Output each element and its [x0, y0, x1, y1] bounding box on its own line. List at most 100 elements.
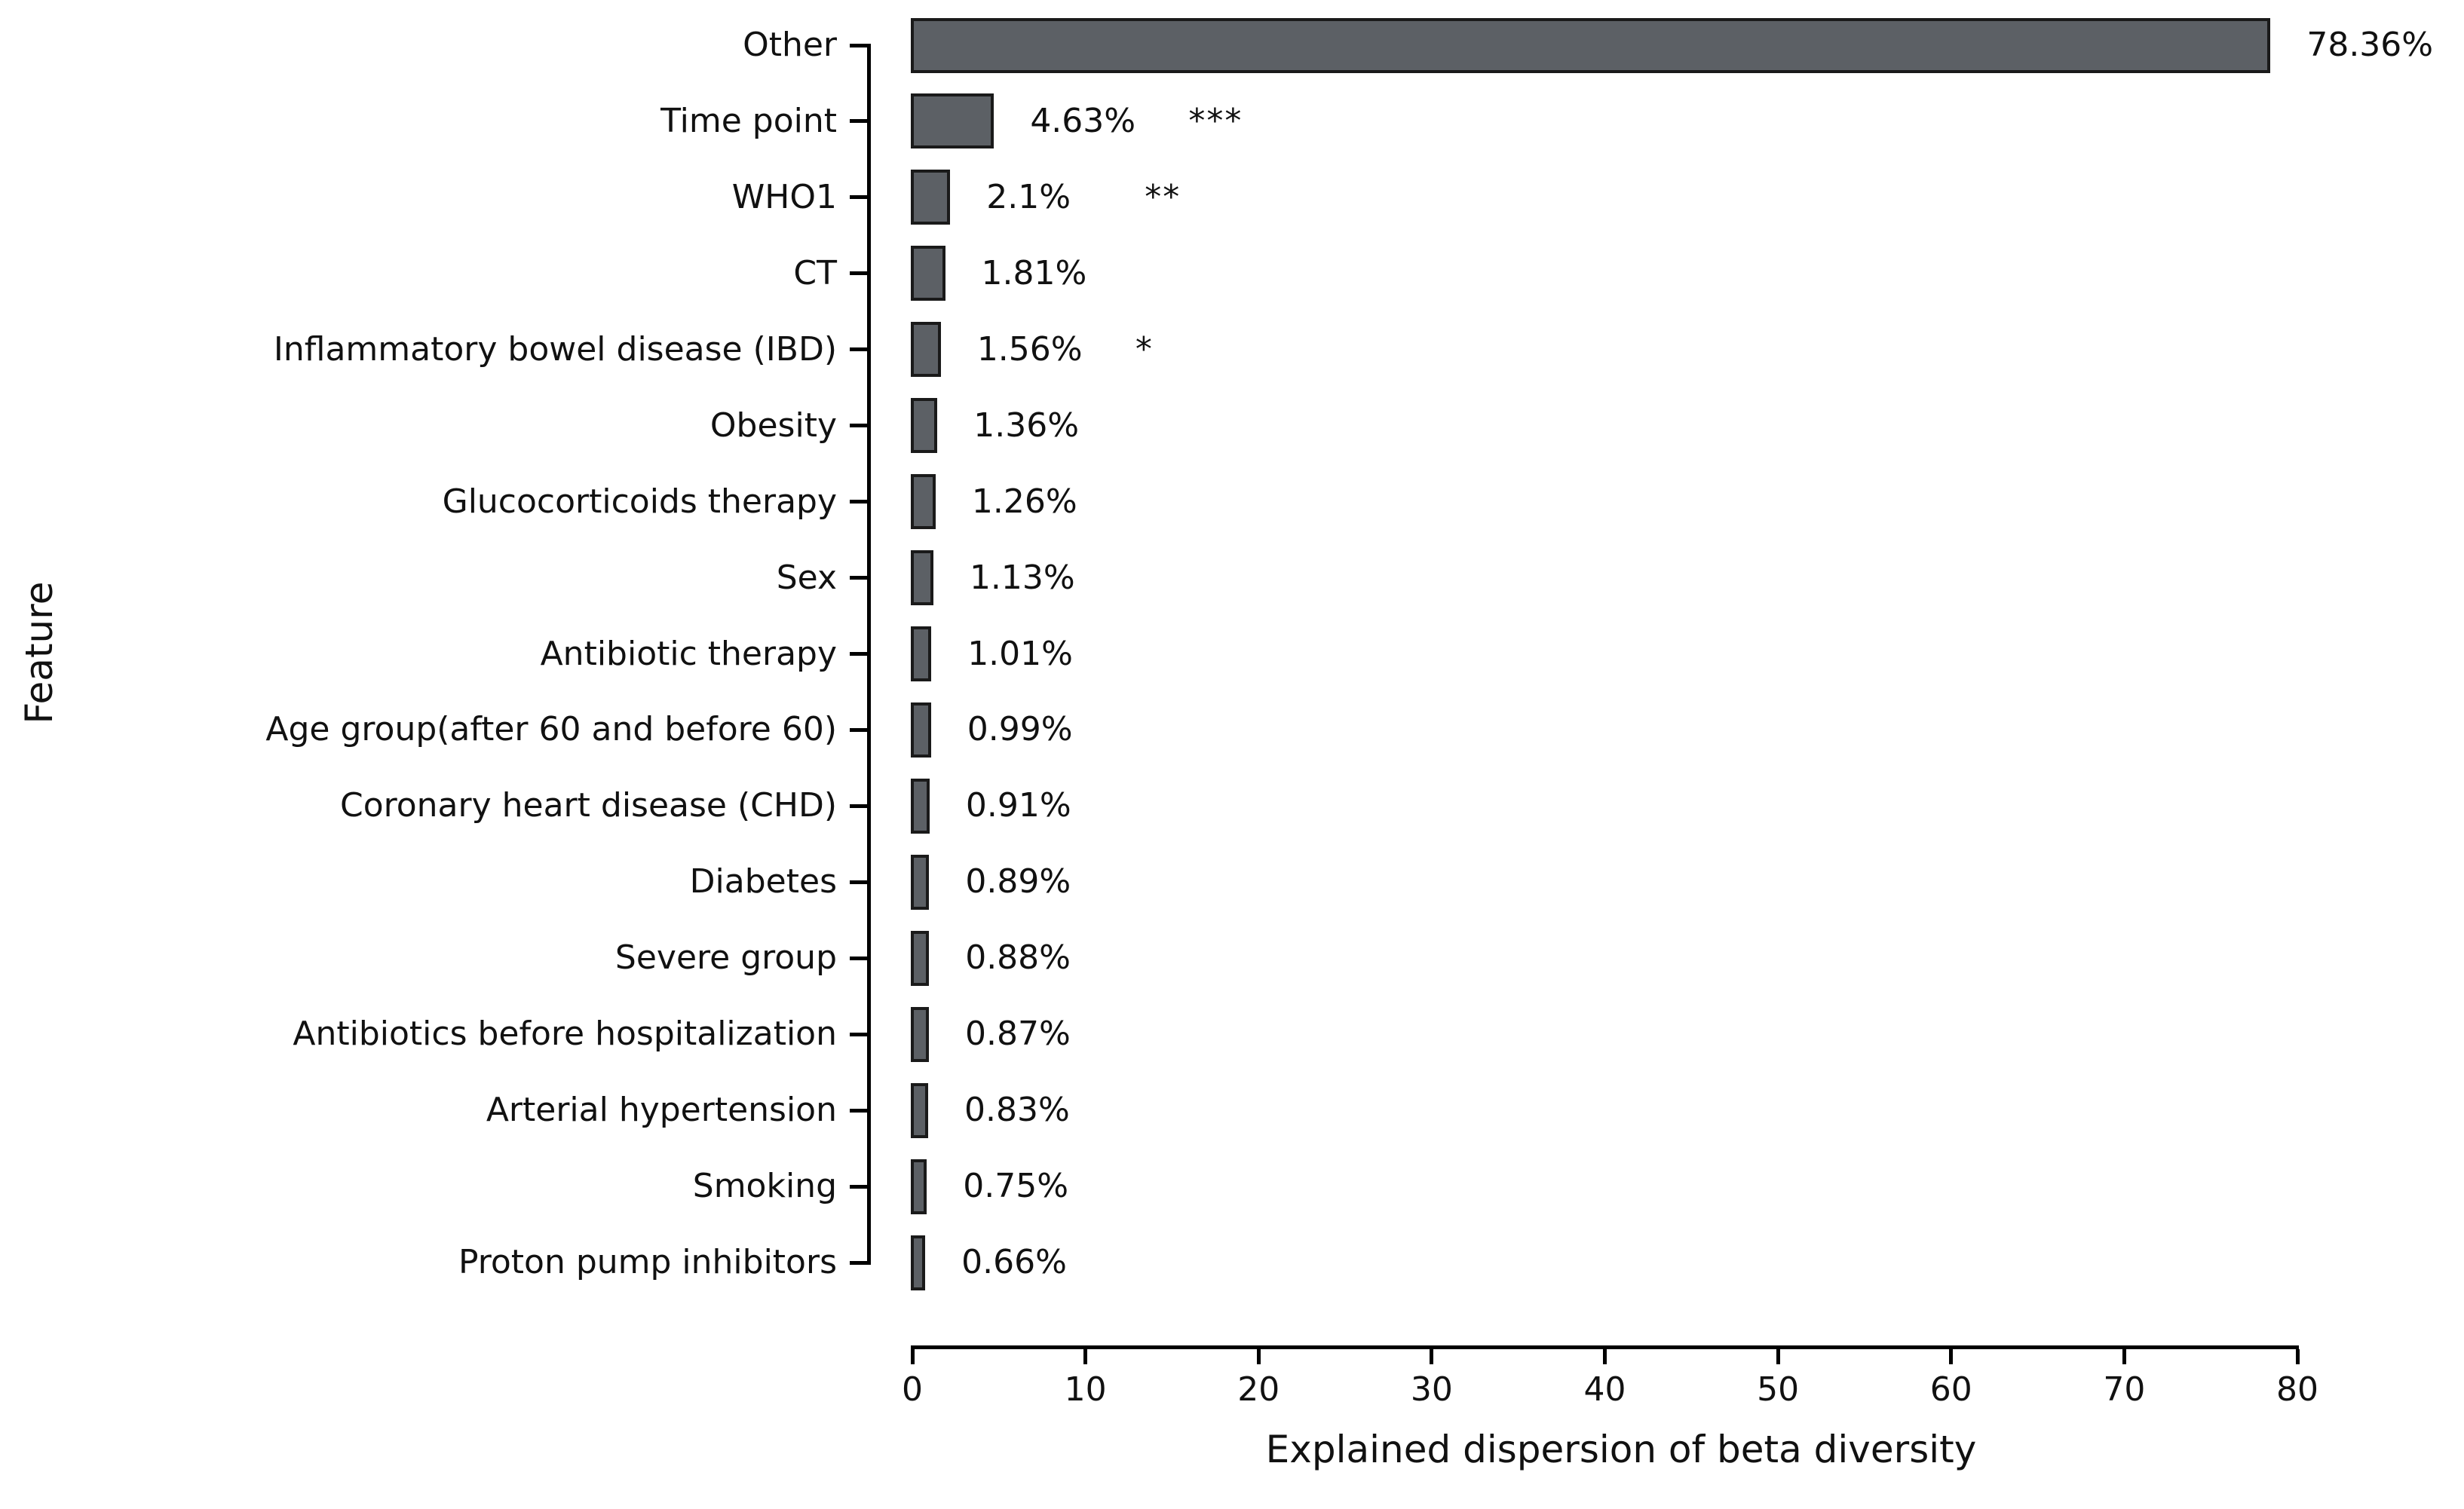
- x-axis-tick: [2295, 1349, 2300, 1364]
- bar: [911, 17, 2271, 73]
- value-label: 1.81%: [981, 253, 1087, 292]
- value-label: 1.56%: [976, 329, 1083, 369]
- x-axis-tick-label: 60: [1929, 1370, 1972, 1409]
- x-axis-tick-label: 0: [902, 1370, 923, 1409]
- y-axis-tick: [850, 1260, 867, 1265]
- y-axis-tick: [850, 271, 867, 276]
- category-label: Inflammatory bowel disease (IBD): [273, 329, 837, 369]
- value-label-group: 0.99%: [967, 713, 1073, 746]
- bar: [911, 93, 994, 149]
- value-label-group: 1.26%: [972, 485, 1077, 519]
- category-label: Proton pump inhibitors: [458, 1243, 837, 1281]
- y-axis-tick: [850, 43, 867, 47]
- y-axis-tick: [850, 803, 867, 808]
- x-axis-tick-label: 50: [1757, 1370, 1800, 1409]
- value-label: 1.36%: [973, 406, 1079, 445]
- category-label: Antibiotic therapy: [540, 634, 837, 673]
- value-label: 4.63%: [1030, 101, 1136, 140]
- x-axis-spine: [911, 1345, 2299, 1349]
- category-label: Time point: [660, 101, 837, 140]
- bar: [911, 550, 933, 606]
- value-label: 2.1%: [986, 177, 1071, 216]
- x-axis-tick: [910, 1349, 915, 1364]
- bar: [911, 854, 930, 910]
- value-label-group: 1.13%: [969, 558, 1075, 597]
- value-label-group: 0.75%: [963, 1170, 1068, 1203]
- y-axis-tick: [850, 347, 867, 352]
- x-axis-tick-label: 30: [1410, 1370, 1453, 1409]
- significance-label: **: [1145, 177, 1181, 216]
- bar: [911, 474, 936, 530]
- value-label: 0.99%: [967, 710, 1073, 749]
- x-axis-tick: [1430, 1349, 1434, 1364]
- value-label-group: 1.01%: [967, 634, 1073, 673]
- y-axis-tick: [850, 652, 867, 656]
- bar: [911, 1006, 929, 1062]
- y-axis-title: Feature: [17, 581, 61, 724]
- x-axis-tick-label: 20: [1237, 1370, 1280, 1409]
- category-label: Arterial hypertension: [486, 1091, 837, 1130]
- value-label-group: 4.63% ***: [1030, 101, 1241, 140]
- x-axis-tick: [1083, 1349, 1088, 1364]
- category-label: Smoking: [692, 1167, 837, 1206]
- y-axis-tick: [850, 956, 867, 960]
- y-axis-tick: [850, 119, 867, 124]
- category-label: Other: [743, 26, 837, 64]
- x-axis-tick-label: 70: [2103, 1370, 2146, 1409]
- bar: [911, 1235, 926, 1290]
- x-axis-tick: [1776, 1349, 1780, 1364]
- bar: [911, 930, 930, 986]
- category-label: Severe group: [614, 938, 837, 978]
- category-label: Obesity: [709, 406, 837, 445]
- bar: [911, 626, 932, 681]
- bar: [911, 702, 931, 758]
- bar: [911, 246, 945, 301]
- x-axis-tick-label: 80: [2276, 1370, 2318, 1409]
- y-axis-tick: [850, 576, 867, 580]
- x-axis-tick: [1256, 1349, 1261, 1364]
- y-axis-tick: [850, 727, 867, 732]
- value-label-group: 78.36%: [2306, 29, 2433, 62]
- value-label: 0.88%: [965, 938, 1071, 978]
- category-label: CT: [793, 253, 837, 292]
- value-label: 0.89%: [965, 862, 1071, 901]
- value-label: 0.83%: [964, 1091, 1070, 1130]
- value-label: 1.13%: [969, 558, 1075, 597]
- y-axis-tick: [850, 1108, 867, 1113]
- value-label-group: 2.1% **: [986, 177, 1179, 216]
- significance-label: *: [1135, 329, 1154, 369]
- value-label-group: 1.56% *: [976, 329, 1152, 369]
- x-axis-tick-label: 10: [1064, 1370, 1107, 1409]
- value-label-group: 0.87%: [965, 1018, 1071, 1051]
- y-axis-tick: [850, 195, 867, 200]
- value-label: 0.66%: [961, 1243, 1067, 1281]
- x-axis-tick-label: 40: [1583, 1370, 1626, 1409]
- value-label-group: 0.89%: [965, 865, 1071, 898]
- bar: [911, 170, 951, 225]
- category-label: WHO1: [731, 177, 837, 216]
- bar: [911, 322, 941, 378]
- bar: [911, 1159, 927, 1214]
- value-label: 0.91%: [965, 786, 1071, 825]
- bar: [911, 778, 930, 834]
- category-label: Coronary heart disease (CHD): [339, 786, 837, 825]
- value-label-group: 0.91%: [966, 789, 1071, 822]
- value-label-group: 1.36%: [973, 409, 1079, 442]
- value-label-group: 0.83%: [964, 1094, 1070, 1127]
- y-axis-tick: [850, 424, 867, 428]
- y-axis-tick: [850, 500, 867, 504]
- y-axis-tick: [850, 880, 867, 884]
- x-axis-tick: [1603, 1349, 1607, 1364]
- x-axis-tick: [1949, 1349, 1954, 1364]
- value-label: 0.75%: [963, 1167, 1068, 1206]
- value-label-group: 0.88%: [965, 941, 1071, 975]
- y-axis-spine: [867, 43, 871, 1265]
- value-label-group: 0.66%: [961, 1246, 1067, 1279]
- category-label: Sex: [776, 558, 837, 597]
- value-label: 1.01%: [967, 634, 1073, 673]
- bar: [911, 1082, 929, 1138]
- category-label: Antibiotics before hospitalization: [293, 1015, 837, 1054]
- value-label: 78.36%: [2306, 26, 2434, 64]
- x-axis-title: Explained dispersion of beta diversity: [1265, 1428, 1977, 1471]
